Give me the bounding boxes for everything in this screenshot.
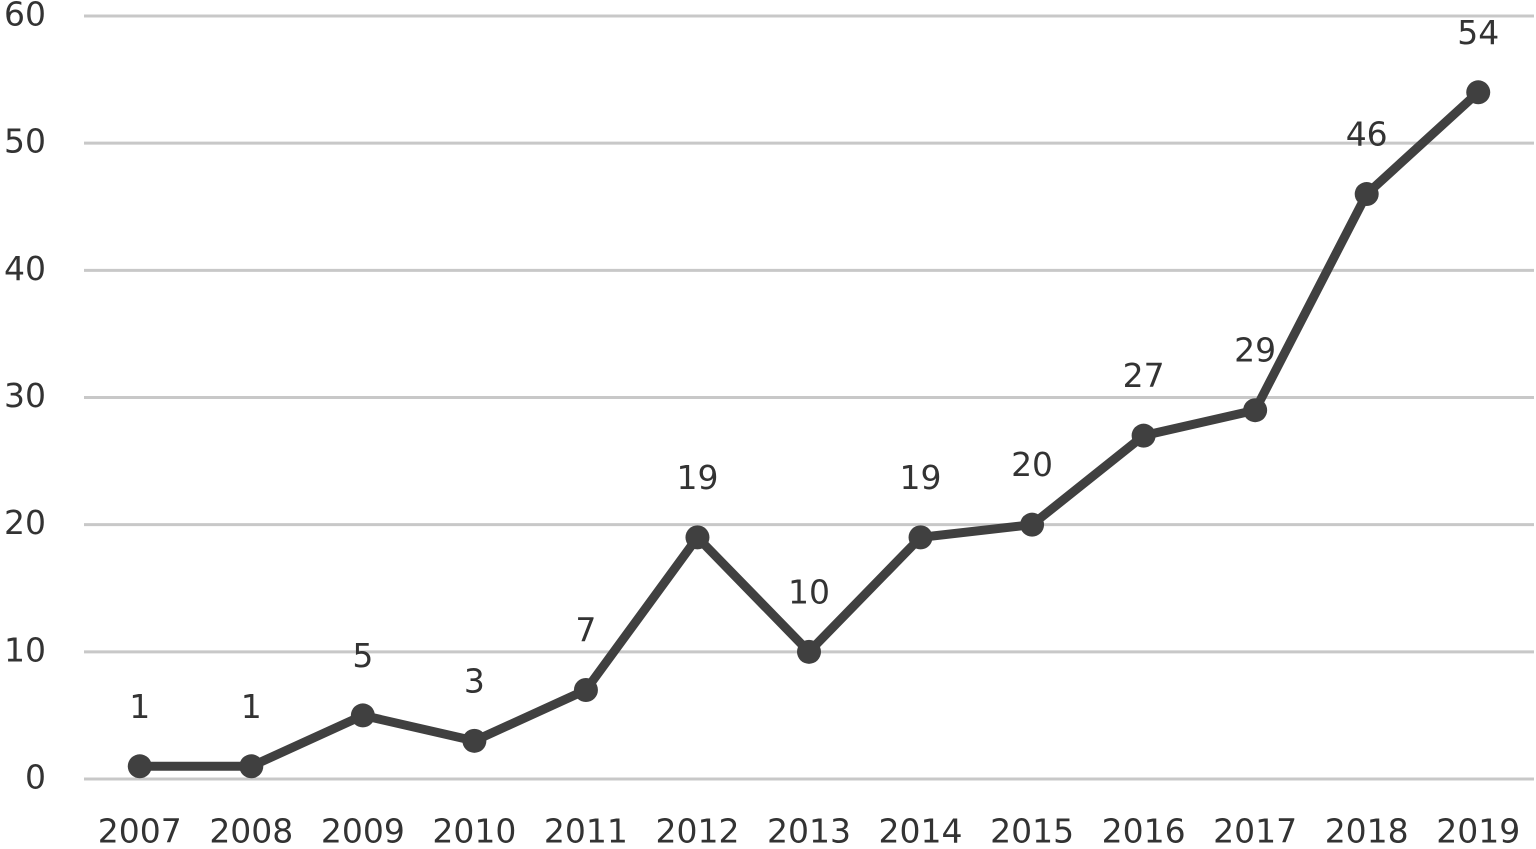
data-point — [1466, 80, 1491, 105]
x-tick-label: 2008 — [209, 812, 293, 849]
data-point — [797, 639, 821, 664]
data-point — [239, 754, 264, 779]
x-tick-label: 2014 — [879, 812, 963, 849]
data-point — [1020, 512, 1045, 537]
x-tick-label: 2019 — [1436, 812, 1520, 849]
y-tick-label: 10 — [4, 630, 46, 669]
x-tick-label: 2012 — [655, 812, 739, 849]
data-point — [127, 754, 152, 779]
x-tick-label: 2016 — [1102, 812, 1186, 849]
data-label: 5 — [352, 636, 373, 675]
data-label: 54 — [1457, 13, 1499, 52]
data-label: 7 — [575, 610, 596, 649]
data-label: 27 — [1123, 356, 1165, 395]
data-point — [573, 677, 598, 702]
y-tick-label: 60 — [4, 0, 46, 34]
y-tick-label: 40 — [4, 249, 46, 288]
data-point — [1354, 182, 1379, 207]
y-tick-label: 0 — [25, 758, 46, 797]
x-tick-label: 2007 — [98, 812, 182, 849]
data-point — [685, 525, 710, 550]
data-point — [1243, 398, 1268, 423]
data-point — [350, 703, 375, 728]
data-label: 20 — [1011, 445, 1053, 484]
x-tick-label: 2009 — [321, 812, 405, 849]
data-line — [139, 88, 1482, 771]
data-point — [462, 728, 487, 753]
data-label: 3 — [464, 661, 485, 700]
data-label: 1 — [129, 687, 150, 726]
y-tick-label: 20 — [4, 503, 46, 542]
x-tick-label: 2011 — [544, 812, 628, 849]
data-label: 1 — [241, 687, 262, 726]
data-label: 19 — [676, 458, 718, 497]
x-tick-label: 2015 — [990, 812, 1074, 849]
data-label: 46 — [1346, 115, 1388, 154]
data-label: 19 — [900, 458, 942, 497]
x-tick-label: 2010 — [432, 812, 516, 849]
x-tick-label: 2018 — [1325, 812, 1409, 849]
y-tick-label: 30 — [4, 376, 46, 415]
y-tick-label: 50 — [4, 122, 46, 161]
x-tick-label: 2017 — [1213, 812, 1297, 849]
data-label: 10 — [788, 572, 830, 611]
data-point — [1131, 423, 1156, 448]
data-label: 29 — [1234, 331, 1276, 370]
data-point — [908, 525, 933, 550]
x-tick-label: 2013 — [767, 812, 851, 849]
